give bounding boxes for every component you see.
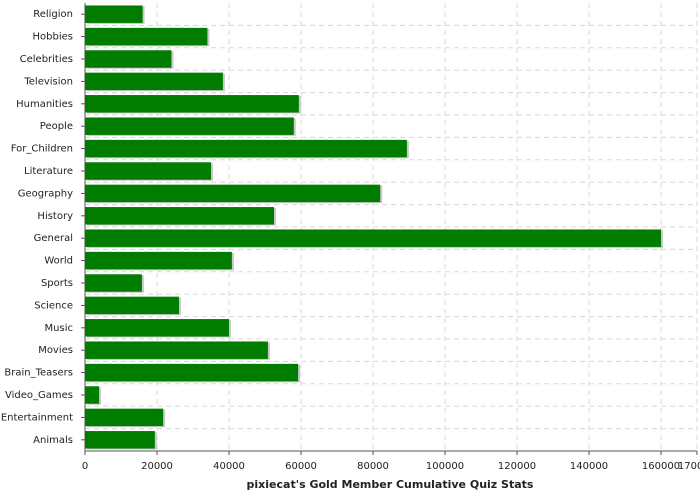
x-tick-label: 140000 (570, 461, 608, 472)
x-tick-label: 60000 (285, 461, 317, 472)
bar (85, 207, 274, 225)
bar (85, 95, 299, 113)
y-tick-label: Entertainment (1, 412, 73, 423)
bar (85, 363, 299, 382)
bar (85, 27, 208, 46)
bar (85, 117, 294, 135)
y-tick-label: People (40, 121, 73, 132)
x-tick-label: 120000 (498, 461, 536, 472)
bar (85, 296, 179, 315)
bar (85, 139, 407, 158)
x-tick-label: 20000 (141, 461, 173, 472)
y-tick-label: General (34, 233, 73, 244)
bar (85, 408, 164, 427)
y-tick-label: Hobbies (33, 32, 73, 43)
bar (85, 274, 142, 292)
y-tick-label: For_Children (11, 144, 73, 155)
bar (85, 184, 381, 203)
y-tick-label: Sports (41, 278, 73, 289)
x-tick-label: 0 (82, 461, 88, 472)
y-tick-label: World (44, 256, 73, 267)
x-tick-label: 100000 (426, 461, 464, 472)
y-tick-label: Television (23, 76, 73, 87)
y-tick-label: Movies (38, 345, 73, 356)
y-tick-label: Religion (33, 9, 73, 20)
y-tick-label: Animals (33, 435, 73, 446)
bar (85, 431, 155, 449)
bar (85, 50, 172, 68)
bar (85, 341, 268, 359)
y-tick-label: Science (34, 300, 73, 311)
bar (85, 319, 229, 337)
y-tick-label: Humanities (16, 99, 73, 110)
bar (85, 162, 211, 180)
chart-title: pixiecat's Gold Member Cumulative Quiz S… (247, 478, 534, 491)
y-tick-label: Celebrities (20, 54, 73, 65)
bar (85, 72, 223, 91)
bar (85, 386, 100, 404)
x-tick-label: 170000 (678, 461, 700, 472)
y-tick-label: Video_Games (5, 390, 73, 401)
y-tick-label: Brain_Teasers (4, 368, 73, 379)
bar (85, 5, 143, 23)
y-tick-label: Geography (18, 188, 73, 199)
x-tick-label: 160000 (642, 461, 680, 472)
y-tick-label: Literature (24, 166, 73, 177)
bar (85, 251, 232, 270)
x-tick-label: 80000 (357, 461, 389, 472)
bar (85, 229, 661, 247)
y-tick-label: Music (45, 323, 73, 334)
y-tick-label: History (37, 211, 73, 222)
x-tick-label: 40000 (213, 461, 245, 472)
